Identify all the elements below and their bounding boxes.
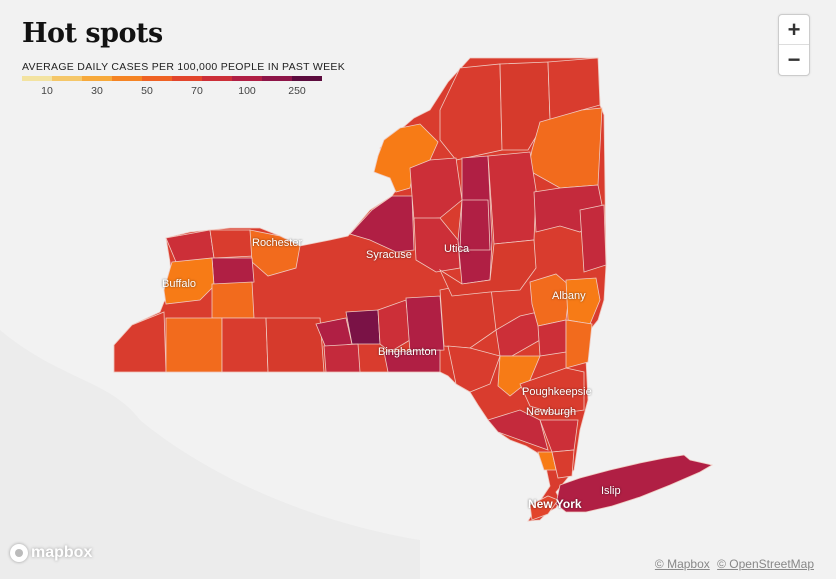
long-island — [555, 454, 714, 513]
city-label-binghamton: Binghamton — [378, 346, 437, 358]
zoom-control: + − — [778, 14, 810, 76]
county — [447, 345, 501, 393]
city-label-utica: Utica — [444, 243, 470, 255]
county — [565, 277, 601, 325]
mapbox-logo-icon — [10, 544, 28, 562]
legend-swatch-8 — [262, 76, 292, 81]
county — [345, 309, 381, 345]
legend-swatch-3 — [112, 76, 142, 81]
legend-tick: 30 — [91, 85, 103, 97]
county — [211, 281, 255, 319]
county — [383, 349, 441, 373]
legend-tick: 50 — [141, 85, 153, 97]
mapbox-logo-text: mapbox — [31, 544, 93, 561]
county — [547, 57, 601, 121]
county — [211, 257, 255, 287]
city-label-new-york: New York — [528, 497, 582, 511]
legend-color-scale — [22, 76, 322, 81]
zoom-in-button[interactable]: + — [779, 15, 809, 45]
city-label-poughkeepsie: Poughkeepsie — [522, 386, 592, 398]
legend-tick: 100 — [238, 85, 256, 97]
county — [323, 343, 361, 373]
legend-tick: 250 — [288, 85, 306, 97]
city-label-rochester: Rochester — [252, 237, 303, 249]
legend-swatch-1 — [52, 76, 82, 81]
county — [551, 449, 575, 479]
county — [459, 199, 491, 251]
city-label-newburgh: Newburgh — [526, 406, 577, 418]
county — [209, 229, 255, 259]
county — [497, 355, 541, 397]
map-title: Hot spots — [22, 18, 163, 49]
legend-tick: 70 — [191, 85, 203, 97]
legend-swatch-7 — [232, 76, 262, 81]
county — [579, 204, 607, 273]
legend-tick: 10 — [41, 85, 53, 97]
legend-swatch-6 — [202, 76, 232, 81]
legend-swatch-4 — [142, 76, 172, 81]
county — [221, 317, 269, 373]
county — [439, 239, 537, 297]
county — [349, 195, 415, 253]
county — [487, 151, 537, 245]
legend-ticks: 10 30 50 70 100 250 — [22, 85, 322, 101]
attribution-osm-link[interactable]: © OpenStreetMap — [717, 557, 814, 571]
county — [413, 217, 461, 273]
map-attribution: © Mapbox © OpenStreetMap — [651, 557, 814, 571]
legend-caption: AVERAGE DAILY CASES PER 100,000 PEOPLE I… — [22, 61, 346, 73]
county — [113, 311, 167, 373]
legend-swatch-2 — [82, 76, 112, 81]
city-label-islip: Islip — [601, 485, 621, 497]
county — [163, 257, 215, 305]
county — [265, 317, 325, 373]
county — [377, 299, 411, 353]
county — [519, 367, 585, 415]
county — [537, 319, 567, 357]
neighbor-land — [0, 330, 420, 579]
zoom-out-button[interactable]: − — [787, 47, 801, 72]
mapbox-logo[interactable]: mapbox — [10, 544, 92, 562]
county — [405, 295, 445, 353]
city-label-syracuse: Syracuse — [366, 249, 412, 261]
county — [165, 317, 223, 373]
legend-swatch-9 — [292, 76, 322, 81]
city-label-buffalo: Buffalo — [162, 278, 197, 290]
county — [487, 409, 549, 451]
attribution-mapbox-link[interactable]: © Mapbox — [654, 557, 710, 571]
county — [529, 495, 559, 521]
city-label-albany: Albany — [552, 290, 586, 302]
legend-swatch-5 — [172, 76, 202, 81]
legend-swatch-0 — [22, 76, 52, 81]
county — [565, 319, 593, 369]
